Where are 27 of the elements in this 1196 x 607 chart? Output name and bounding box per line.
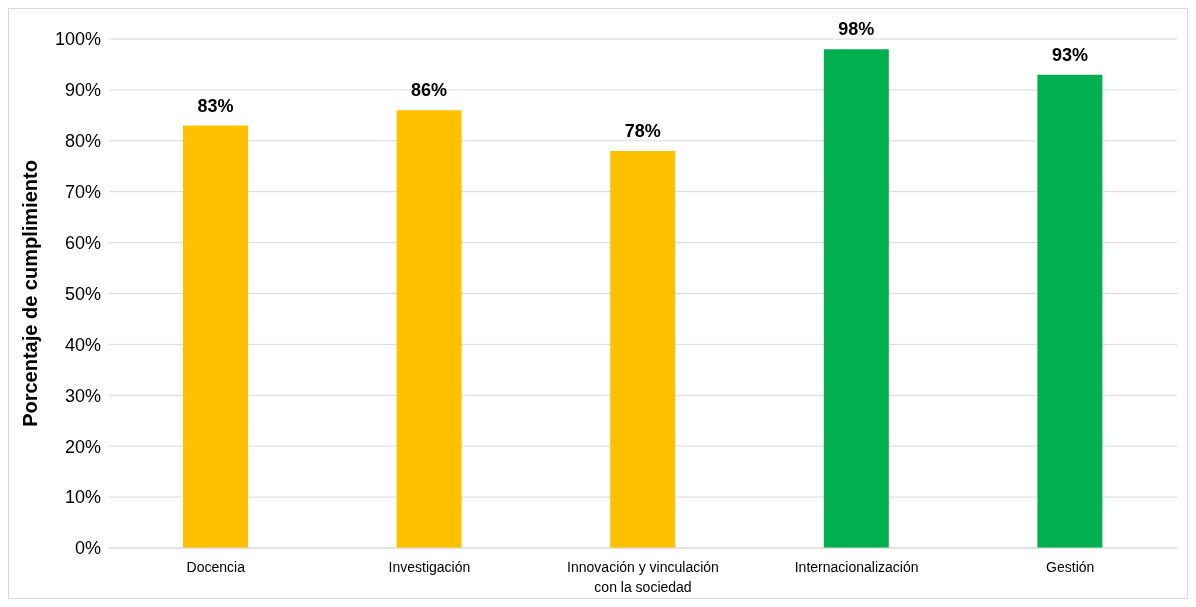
x-tick-label: Investigación xyxy=(388,559,471,575)
bar xyxy=(396,110,462,548)
x-tick-label: Innovación y vinculación con la sociedad xyxy=(567,559,719,595)
x-tick-label: Internacionalización xyxy=(794,559,919,575)
y-tick-label: 90% xyxy=(64,80,101,101)
y-tick-label: 100% xyxy=(54,29,101,50)
bar xyxy=(183,125,248,548)
y-axis-title: Porcentaje de cumplimiento xyxy=(19,160,42,427)
x-tick-label: Gestión xyxy=(1046,559,1095,575)
y-tick-label: 70% xyxy=(64,182,101,203)
y-tick-label: 80% xyxy=(64,131,101,152)
y-tick-label: 10% xyxy=(64,487,101,508)
y-tick-label: 60% xyxy=(64,232,101,253)
y-tick-label: 0% xyxy=(74,538,101,559)
data-label: 83% xyxy=(197,95,234,116)
data-label: 93% xyxy=(1051,44,1088,65)
data-label: 86% xyxy=(411,80,448,101)
y-tick-label: 40% xyxy=(64,334,101,355)
bar xyxy=(1037,74,1103,548)
y-tick-label: 20% xyxy=(64,436,101,457)
y-tick-label: 50% xyxy=(64,283,101,304)
data-label: 98% xyxy=(838,19,875,40)
bar xyxy=(610,150,676,548)
data-label: 78% xyxy=(624,120,661,141)
y-tick-label: 30% xyxy=(64,385,101,406)
bar xyxy=(823,49,889,548)
x-tick-label: Docencia xyxy=(186,559,246,575)
